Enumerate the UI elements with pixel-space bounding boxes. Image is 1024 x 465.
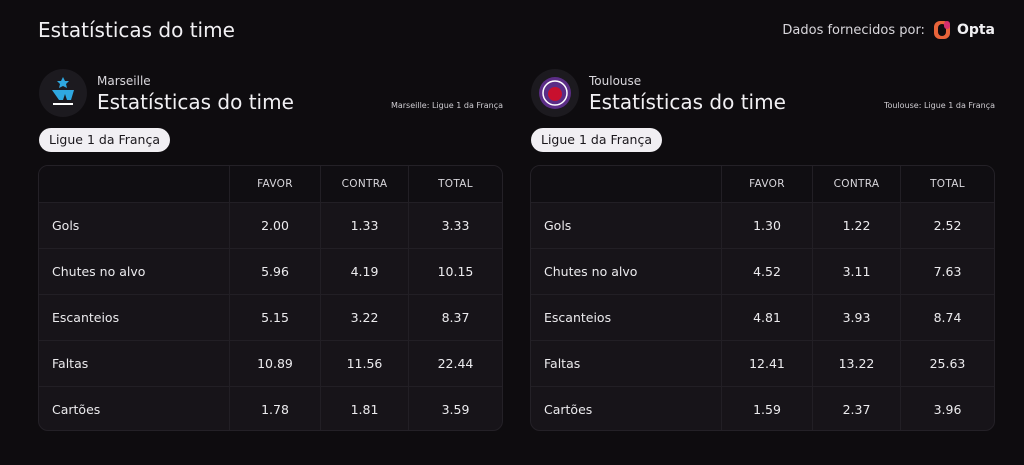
stat-value: 5.96 bbox=[229, 249, 320, 294]
row-label: Escanteios bbox=[544, 310, 612, 325]
league-pill: Ligue 1 da França bbox=[531, 128, 662, 152]
stat-value: 11.56 bbox=[320, 341, 408, 386]
row-label: Faltas bbox=[52, 356, 89, 371]
table-row: Escanteios 4.81 3.93 8.74 bbox=[531, 294, 994, 340]
team-name: Toulouse bbox=[589, 74, 642, 88]
team-logo bbox=[531, 69, 579, 117]
panel-title: Estatísticas do time bbox=[97, 90, 294, 114]
stat-value: 1.33 bbox=[320, 203, 408, 248]
table-row: Escanteios 5.15 3.22 8.37 bbox=[39, 294, 502, 340]
table-row: Chutes no alvo 5.96 4.19 10.15 bbox=[39, 248, 502, 294]
column-header: TOTAL bbox=[900, 166, 994, 202]
stat-value: 1.78 bbox=[229, 387, 320, 430]
row-label: Escanteios bbox=[52, 310, 120, 325]
stat-value: 3.93 bbox=[812, 295, 900, 340]
row-label: Cartões bbox=[544, 402, 593, 417]
stat-value: 10.15 bbox=[408, 249, 502, 294]
stat-value: 2.37 bbox=[812, 387, 900, 430]
stats-table: FAVOR CONTRA TOTAL Gols 2.00 1.33 3.33 Chutes n… bbox=[38, 165, 503, 431]
stat-value: 1.81 bbox=[320, 387, 408, 430]
panel-note: Toulouse: Ligue 1 da França bbox=[883, 101, 995, 110]
provider-icon bbox=[933, 21, 950, 39]
table-row: Cartões 1.59 2.37 3.96 bbox=[531, 386, 994, 430]
stat-value: 3.59 bbox=[408, 387, 502, 430]
stat-value: 1.22 bbox=[812, 203, 900, 248]
provider: Dados fornecidos por: Opta bbox=[782, 20, 995, 40]
row-label: Gols bbox=[544, 218, 572, 233]
stat-value: 13.22 bbox=[812, 341, 900, 386]
stat-value: 3.11 bbox=[812, 249, 900, 294]
stat-value: 1.30 bbox=[721, 203, 812, 248]
team-logo bbox=[39, 69, 87, 117]
provider-label: Dados fornecidos por: bbox=[782, 22, 925, 38]
league-pill: Ligue 1 da França bbox=[39, 128, 170, 152]
team-name: Marseille bbox=[97, 74, 151, 88]
provider-name: Opta bbox=[956, 22, 995, 38]
stat-value: 10.89 bbox=[229, 341, 320, 386]
stat-value: 5.15 bbox=[229, 295, 320, 340]
row-label: Faltas bbox=[544, 356, 581, 371]
stat-value: 1.59 bbox=[721, 387, 812, 430]
stat-value: 4.81 bbox=[721, 295, 812, 340]
panel-note: Marseille: Ligue 1 da França bbox=[390, 101, 503, 110]
column-header: FAVOR bbox=[721, 166, 812, 202]
stat-value: 3.96 bbox=[900, 387, 994, 430]
team-panel: Toulouse Estatísticas do time Toulouse: Li… bbox=[530, 68, 995, 431]
stat-value: 4.19 bbox=[320, 249, 408, 294]
column-header: CONTRA bbox=[812, 166, 900, 202]
table-row: Gols 2.00 1.33 3.33 bbox=[39, 202, 502, 248]
column-header: TOTAL bbox=[408, 166, 502, 202]
stat-value: 12.41 bbox=[721, 341, 812, 386]
stat-value: 25.63 bbox=[900, 341, 994, 386]
table-header: FAVOR CONTRA TOTAL bbox=[531, 166, 994, 202]
team-panel: Marseille Estatísticas do time Marseille: … bbox=[38, 68, 503, 431]
stat-value: 4.52 bbox=[721, 249, 812, 294]
stat-value: 7.63 bbox=[900, 249, 994, 294]
stats-table: FAVOR CONTRA TOTAL Gols 1.30 1.22 2.52 Chutes n… bbox=[530, 165, 995, 431]
column-header: FAVOR bbox=[229, 166, 320, 202]
row-label: Chutes no alvo bbox=[544, 264, 638, 279]
table-row: Faltas 10.89 11.56 22.44 bbox=[39, 340, 502, 386]
header-cell bbox=[39, 166, 229, 202]
stat-value: 8.74 bbox=[900, 295, 994, 340]
stat-value: 22.44 bbox=[408, 341, 502, 386]
stat-value: 8.37 bbox=[408, 295, 502, 340]
table-row: Gols 1.30 1.22 2.52 bbox=[531, 202, 994, 248]
row-label: Chutes no alvo bbox=[52, 264, 146, 279]
table-row: Cartões 1.78 1.81 3.59 bbox=[39, 386, 502, 430]
table-row: Chutes no alvo 4.52 3.11 7.63 bbox=[531, 248, 994, 294]
stat-value: 3.33 bbox=[408, 203, 502, 248]
table-row: Faltas 12.41 13.22 25.63 bbox=[531, 340, 994, 386]
stat-value: 2.00 bbox=[229, 203, 320, 248]
column-header: CONTRA bbox=[320, 166, 408, 202]
table-header: FAVOR CONTRA TOTAL bbox=[39, 166, 502, 202]
page-title: Estatísticas do time bbox=[38, 18, 235, 42]
row-label: Cartões bbox=[52, 402, 101, 417]
header-cell bbox=[531, 166, 721, 202]
stat-value: 2.52 bbox=[900, 203, 994, 248]
panel-title: Estatísticas do time bbox=[589, 90, 786, 114]
stat-value: 3.22 bbox=[320, 295, 408, 340]
row-label: Gols bbox=[52, 218, 80, 233]
